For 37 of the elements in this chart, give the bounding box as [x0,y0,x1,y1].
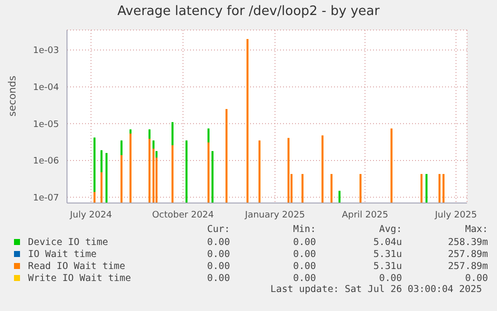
text: 0.00 [206,248,230,260]
y-tick-label: 1e-06 [33,156,60,167]
text: 257.89m [446,248,488,260]
text: 0.00 [292,260,316,272]
x-tick-label: July 2024 [69,210,112,220]
text: 0.00 [292,272,316,284]
y-tick-label: 1e-07 [33,193,59,204]
text: 0.00 [292,236,316,248]
y-tick-label: 1e-05 [33,120,59,130]
x-tick-label: July 2025 [434,210,477,220]
x-tick-label: January 2025 [244,210,305,220]
text: 258.39m [446,236,488,248]
legend-label: Device IO time [28,236,110,248]
y-tick-label: 1e-03 [33,46,59,56]
text: 5.04u [372,236,402,248]
text: 0.00 [464,272,488,284]
text: Cur: [206,224,230,236]
text: Max: [464,224,488,236]
y-tick-label: 1e-04 [33,83,60,94]
text: 5.31u [372,260,402,272]
text: 0.00 [292,248,316,260]
text: 257.89m [446,260,488,272]
chart-title: Average latency for /dev/loop2 - by year [116,4,381,19]
text: 0.00 [206,236,230,248]
text: Min: [292,224,316,236]
text: 0.00 [206,272,230,284]
text: 5.31u [372,248,402,260]
x-tick-label: October 2024 [152,210,214,220]
legend-label: Write IO Wait time [28,272,132,284]
legend-label: IO Wait time [28,248,98,260]
text: 0.00 [378,272,402,284]
text: Last update: Sat Jul 26 03:00:04 2025 [269,284,482,296]
legend-label: Read IO Wait time [28,260,126,272]
x-tick-label: April 2025 [342,210,388,220]
y-axis-title: seconds [8,76,19,116]
text: 0.00 [206,260,230,272]
text: Avg: [378,224,402,236]
